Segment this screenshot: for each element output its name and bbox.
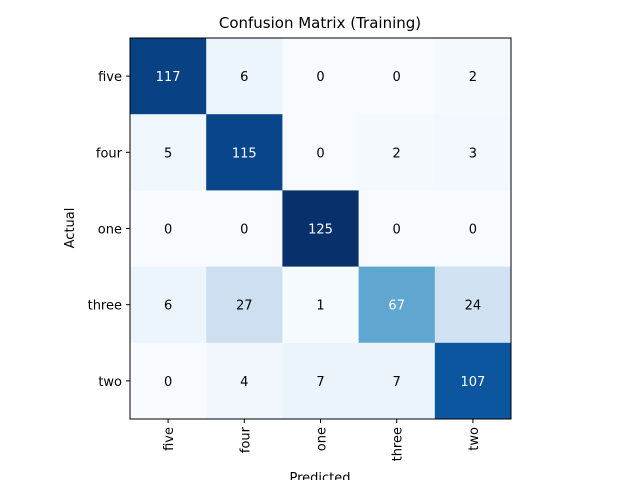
heatmap-cell [434,190,512,268]
heatmap-cell [282,190,360,268]
chart-title: Confusion Matrix (Training) [219,14,421,32]
heatmap-cell [282,342,360,420]
cell-value-label: 6 [240,70,248,85]
cell-value-label: 3 [469,146,477,161]
heatmap-cell [358,38,436,115]
heatmap-cell [434,342,512,420]
heatmap-cell [130,190,207,268]
y-tick-label: one [98,223,122,238]
heatmap-cell [434,114,512,191]
cell-value-label: 7 [393,375,401,390]
cell-value-label: 0 [164,223,172,238]
x-axis-label: Predicted [289,471,350,480]
x-axis-ticks: five four one three two [162,419,482,461]
heatmap-cell [434,266,512,344]
cell-value-label: 2 [469,70,477,85]
x-tick-label: one [315,427,330,451]
cell-value-label: 0 [316,70,324,85]
x-tick-label: five [162,427,177,451]
x-tick-label: four [238,426,253,453]
cell-value-label: 0 [164,375,172,390]
heatmap-cells [130,38,512,420]
y-axis-label: Actual [63,208,78,249]
cell-value-label: 0 [240,223,248,238]
heatmap-cell [130,266,207,344]
heatmap-cell [206,190,283,268]
heatmap-cell-labels: 117 6 0 0 2 5 115 0 2 3 0 0 125 0 0 6 27 1 67 24 0 4 7 7 107 [156,70,486,390]
cell-value-label: 7 [316,375,324,390]
heatmap-cell [206,342,283,420]
x-tick-label: three [391,427,406,461]
y-tick-label: two [98,375,122,390]
cell-value-label: 67 [388,299,405,314]
cell-value-label: 1 [316,299,324,314]
cell-value-label: 27 [236,299,253,314]
cell-value-label: 0 [469,223,477,238]
heatmap-cell [282,38,360,115]
heatmap-cell [282,114,360,191]
cell-value-label: 115 [232,146,257,161]
heatmap-cell [130,114,207,191]
heatmap-cell [130,342,207,420]
heatmap-cell [282,266,360,344]
heatmap-cell [130,38,207,115]
heatmap-cell [206,38,283,115]
heatmap-cell [206,266,283,344]
cell-value-label: 107 [460,375,485,390]
heatmap-cell [358,342,436,420]
cell-value-label: 0 [393,70,401,85]
heatmap-cell [358,266,436,344]
cell-value-label: 2 [393,146,401,161]
cell-value-label: 4 [240,375,248,390]
y-tick-label: five [98,70,122,85]
heatmap-cell [434,38,512,115]
cell-value-label: 6 [164,299,172,314]
y-tick-label: four [96,146,123,161]
cell-value-label: 0 [393,223,401,238]
y-tick-label: three [88,299,122,314]
x-tick-label: two [467,427,482,451]
cell-value-label: 5 [164,146,172,161]
cell-value-label: 125 [308,223,333,238]
heatmap-cell [206,114,283,191]
heatmap-cell [358,114,436,191]
y-axis-ticks: five four one three two [88,70,130,390]
cell-value-label: 0 [316,146,324,161]
cell-value-label: 24 [465,299,482,314]
heatmap-cell [358,190,436,268]
cell-value-label: 117 [156,70,181,85]
